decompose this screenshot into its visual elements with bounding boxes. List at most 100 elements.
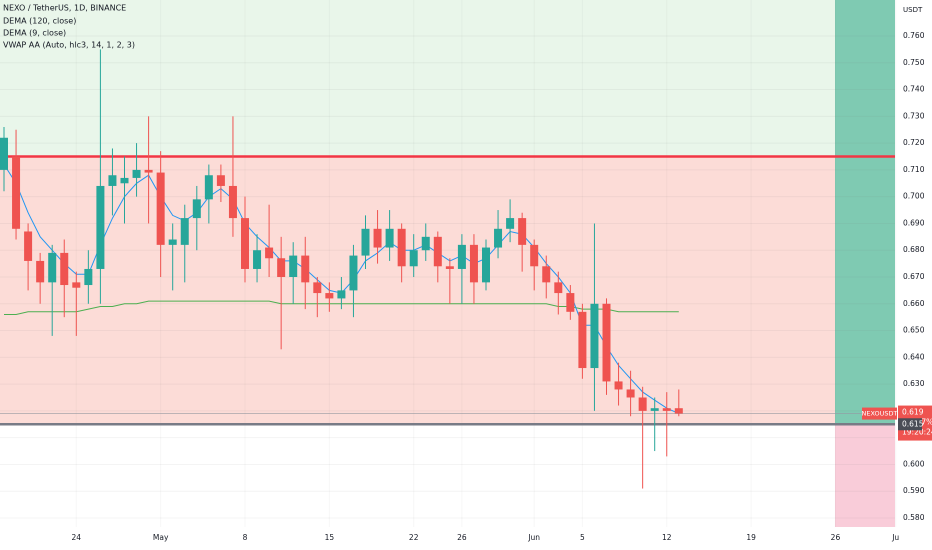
y-tick-label: 0.760	[903, 31, 925, 40]
candle-body	[662, 408, 671, 411]
candle-body	[72, 282, 81, 288]
candle-body	[144, 169, 153, 173]
candle-body	[228, 185, 237, 219]
chart-title: NEXO / TetherUS, 1D, BINANCE	[3, 4, 126, 13]
candle-body	[506, 218, 515, 229]
candle-body	[614, 381, 623, 390]
candle-body	[204, 175, 213, 200]
candle-body	[289, 255, 298, 277]
x-tick-label: 8	[243, 533, 248, 542]
candle-body	[349, 255, 358, 291]
candle-body	[590, 303, 599, 369]
candle-body	[84, 268, 93, 286]
candle-body	[638, 397, 647, 411]
currency-label: USDT	[903, 6, 923, 14]
candle-body	[192, 199, 201, 219]
y-tick-label: 0.580	[903, 513, 925, 522]
candle-body	[602, 303, 611, 382]
y-tick-label: 0.680	[903, 245, 925, 254]
axes: 0.5800.5900.6000.6100.6200.6300.6400.650…	[72, 31, 932, 542]
countdown: 19:20:24	[902, 428, 932, 437]
candle-body	[168, 239, 177, 245]
candle-body	[48, 252, 57, 283]
x-tick-label: 24	[72, 533, 82, 542]
target-box	[835, 0, 895, 425]
candle-body	[674, 408, 683, 414]
candle-body	[241, 218, 249, 269]
y-tick-label: 0.710	[903, 165, 925, 174]
candle-body	[301, 255, 310, 283]
x-tick-label: 5	[580, 533, 585, 542]
candle-body	[650, 408, 659, 411]
candle-body	[397, 228, 406, 267]
candle-body	[313, 282, 322, 294]
candle-body	[409, 250, 418, 267]
candle-body	[578, 311, 587, 369]
x-tick-label: 15	[325, 533, 335, 542]
legend-entry: DEMA (9, close)	[3, 29, 66, 38]
candle-body	[216, 175, 225, 186]
x-tick-label: 19	[746, 533, 756, 542]
x-tick-label: 26	[457, 533, 467, 542]
candle-body	[36, 260, 45, 283]
candle-body	[96, 185, 105, 269]
candle-body	[494, 228, 503, 248]
candle-body	[469, 244, 478, 283]
y-tick-label: 0.690	[903, 218, 925, 227]
candle-body	[12, 156, 21, 229]
plot	[0, 49, 895, 489]
candle-body	[554, 282, 563, 294]
y-tick-label: 0.600	[903, 459, 925, 468]
candle-body	[542, 266, 551, 283]
x-tick-label: Ju	[891, 533, 899, 542]
candle-body	[156, 172, 165, 245]
y-tick-label: 0.640	[903, 352, 925, 361]
x-tick-label: 22	[409, 533, 419, 542]
y-tick-label: 0.670	[903, 272, 925, 281]
background	[0, 0, 897, 530]
x-axis-area	[0, 527, 932, 550]
x-tick-label: Jun	[527, 533, 540, 542]
candle-body	[530, 244, 539, 267]
candle-body	[566, 293, 575, 312]
candle-body	[445, 266, 454, 269]
x-tick-label: 26	[831, 533, 841, 542]
candle-body	[253, 250, 262, 269]
x-tick-label: 12	[662, 533, 672, 542]
legend-entry: VWAP AA (Auto, hlc3, 14, 1, 2, 3)	[3, 41, 135, 50]
candle-body	[180, 218, 189, 245]
candle-body	[24, 231, 33, 261]
candle-body	[361, 228, 370, 256]
candle-body	[373, 228, 382, 248]
candle-body	[120, 177, 129, 184]
candle-body	[277, 258, 286, 277]
candle-body	[433, 236, 442, 267]
y-tick-label: 0.730	[903, 111, 925, 120]
candle-body	[337, 290, 346, 299]
candle-body	[457, 244, 466, 269]
candle-body	[482, 247, 490, 283]
candle-body	[421, 236, 430, 251]
candle-body	[626, 389, 635, 398]
zone-above	[0, 0, 895, 157]
y-tick-label: 0.750	[903, 58, 925, 67]
candle-body	[385, 228, 394, 248]
y-tick-label: 0.720	[903, 138, 925, 147]
y-tick-label: 0.650	[903, 326, 925, 335]
symbol-label: NEXOUSDT	[862, 410, 898, 418]
candle-body	[108, 175, 117, 186]
candle-body	[518, 218, 527, 245]
candle-body	[325, 293, 334, 299]
y-tick-label: 0.700	[903, 192, 925, 201]
y-tick-label: 0.590	[903, 486, 925, 495]
zone-range	[0, 156, 895, 425]
support-badge	[898, 418, 922, 431]
candle-body	[265, 247, 274, 259]
support-label: 0.615	[902, 419, 924, 428]
y-tick-label: 0.740	[903, 85, 925, 94]
stop-box	[835, 424, 895, 530]
x-tick-label: May	[153, 533, 169, 542]
candle-body	[132, 169, 141, 178]
candle-body	[0, 137, 8, 170]
